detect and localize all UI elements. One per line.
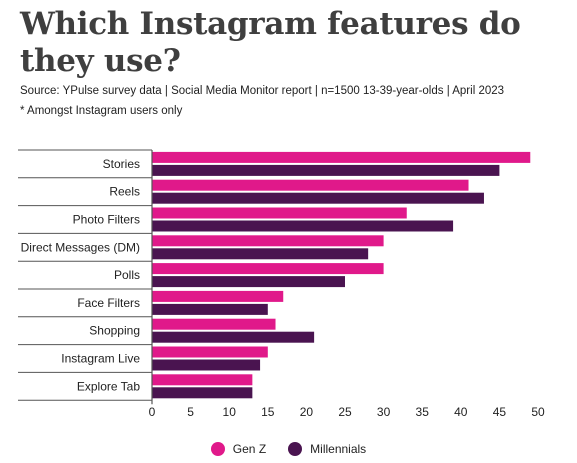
x-tick-label: 30	[377, 405, 391, 419]
bar-millennials-instagram-live	[152, 359, 261, 371]
legend: Gen Z Millennials	[0, 442, 577, 456]
footnote-text: * Amongst Instagram users only	[20, 105, 183, 117]
chart-bars	[152, 151, 531, 399]
category-label-instagram-live: Instagram Live	[61, 352, 140, 366]
category-label-direct-messages-dm: Direct Messages (DM)	[21, 240, 140, 254]
category-label-photo-filters: Photo Filters	[73, 213, 140, 227]
legend-label-genz: Gen Z	[232, 442, 267, 456]
bar-gen-z-stories	[152, 151, 531, 163]
x-tick-label: 10	[223, 405, 237, 419]
category-label-shopping: Shopping	[89, 324, 140, 338]
bar-millennials-stories	[152, 164, 500, 176]
category-label-polls: Polls	[114, 268, 140, 282]
source-text: Source: YPulse survey data | Social Medi…	[20, 85, 505, 97]
bar-millennials-shopping	[152, 331, 315, 343]
bar-gen-z-reels	[152, 179, 469, 191]
x-tick-label: 20	[300, 405, 314, 419]
chart-title: Which Instagram features do they use?	[20, 6, 521, 79]
bar-millennials-explore-tab	[152, 387, 253, 399]
x-tick-label: 25	[338, 405, 352, 419]
legend-swatch-millennials	[288, 442, 303, 456]
bar-gen-z-polls	[152, 263, 384, 275]
x-tick-label: 40	[454, 405, 468, 419]
category-label-explore-tab: Explore Tab	[77, 379, 140, 393]
legend-item-millennials: Millennials	[288, 442, 366, 456]
category-label-face-filters: Face Filters	[77, 296, 140, 310]
category-label-stories: Stories	[103, 157, 140, 171]
bar-chart: Stories Reels Photo Filters Direct Messages…	[18, 149, 545, 419]
bar-millennials-polls	[152, 276, 345, 288]
bar-gen-z-direct-messages-dm	[152, 235, 384, 247]
x-tick-label: 0	[149, 405, 156, 419]
bar-gen-z-shopping	[152, 318, 276, 330]
bar-gen-z-photo-filters	[152, 207, 407, 219]
bar-gen-z-face-filters	[152, 290, 284, 302]
bar-gen-z-instagram-live	[152, 346, 268, 358]
x-tick-label: 50	[531, 405, 545, 419]
legend-swatch-genz	[210, 442, 225, 456]
x-axis: 0 5 10 15 20 25 30 35 40 45 50	[149, 150, 545, 419]
bar-millennials-face-filters	[152, 303, 268, 315]
legend-item-genz: Gen Z	[210, 442, 267, 456]
bar-millennials-photo-filters	[152, 220, 454, 232]
x-tick-label: 35	[416, 405, 430, 419]
category-label-reels: Reels	[109, 185, 140, 199]
bar-millennials-reels	[152, 192, 484, 204]
legend-label-millennials: Millennials	[310, 442, 367, 456]
x-tick-label: 15	[261, 405, 275, 419]
bar-millennials-direct-messages-dm	[152, 248, 369, 260]
x-tick-label: 5	[187, 405, 194, 419]
x-tick-label: 45	[493, 405, 507, 419]
bar-gen-z-explore-tab	[152, 374, 253, 386]
chart-rows: Stories Reels Photo Filters Direct Messages…	[18, 149, 152, 401]
